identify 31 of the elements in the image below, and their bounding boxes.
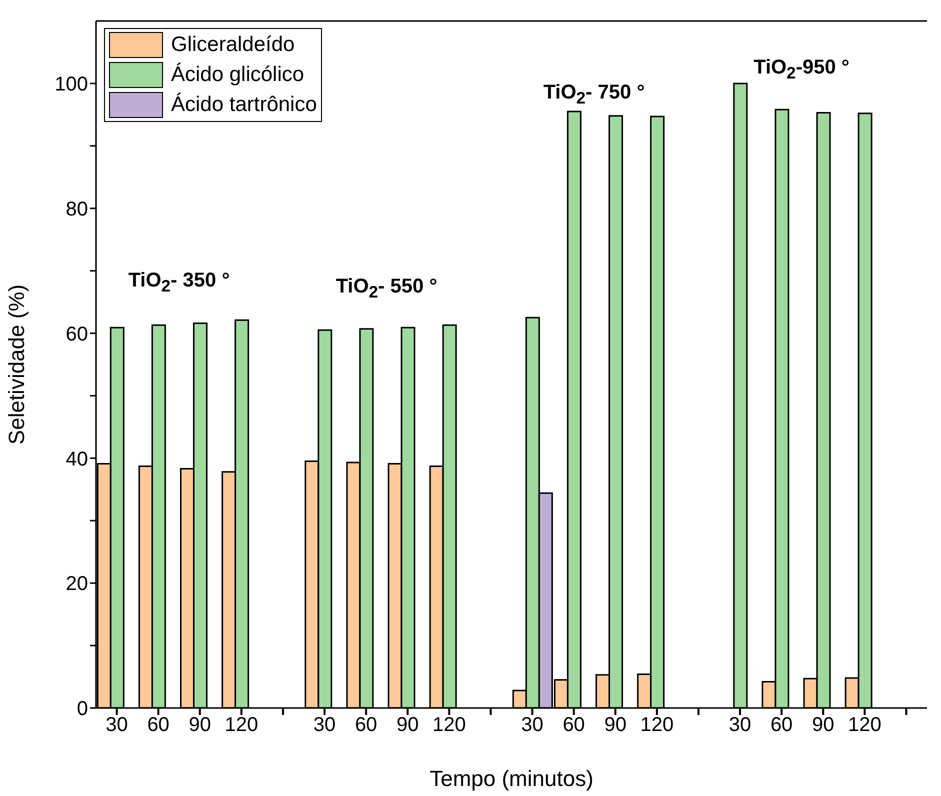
x-tick-label: 90	[812, 714, 834, 736]
x-tick-label: 120	[432, 714, 466, 736]
x-tick-label: 60	[354, 714, 378, 736]
y-tick-label: 100	[54, 74, 88, 96]
x-tick-label: 90	[188, 714, 211, 736]
y-tick-label: 0	[76, 698, 88, 720]
y-tick-label: 80	[66, 198, 88, 220]
x-tick-label: 60	[147, 714, 170, 736]
x-tick-label: 60	[562, 714, 585, 736]
y-tick-label: 40	[66, 448, 88, 470]
legend-label: Ácido tartrônico	[171, 93, 317, 117]
x-tick-label: 120	[224, 714, 258, 736]
x-tick-label: 30	[106, 714, 128, 736]
y-tick-label: 60	[66, 323, 88, 346]
annotation: TiO$_{2}$-950 °	[754, 56, 850, 84]
x-tick-label: 30	[728, 714, 752, 736]
x-tick-label: 90	[396, 714, 419, 736]
x-tick-label: 120	[848, 714, 882, 736]
x-axis-title: Tempo (minutos)	[430, 766, 594, 791]
annotation: TiO$_{2}$- 750 °	[543, 82, 645, 109]
legend-label: Ácido glicólico	[171, 63, 304, 87]
annotation: TiO$_{2}$- 350 °	[128, 269, 230, 296]
y-axis-title: Seletividade (%)	[4, 284, 29, 445]
y-tick-label: 20	[66, 573, 88, 596]
x-tick-label: 30	[521, 714, 544, 736]
legend-label: Gliceraldeído	[171, 33, 295, 57]
x-tick-label: 30	[313, 714, 336, 736]
x-tick-label: 90	[604, 714, 626, 736]
x-tick-label: 120	[640, 714, 674, 736]
x-tick-label: 60	[770, 714, 793, 736]
annotation: TiO$_{2}$- 550 °	[336, 275, 438, 302]
